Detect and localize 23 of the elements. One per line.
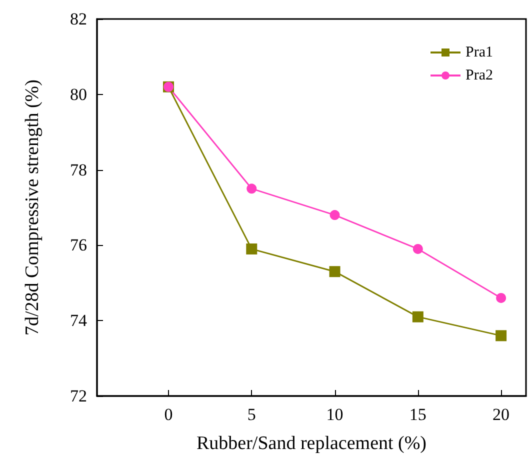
point bbox=[246, 243, 258, 254]
legend-label: Pra2 bbox=[466, 68, 494, 84]
y-tick-label: 74 bbox=[70, 311, 88, 330]
x-tick-label: 20 bbox=[492, 405, 510, 424]
y-axis-title: 7d/28d Compressive strength (%) bbox=[22, 80, 43, 336]
y-tick-label: 80 bbox=[70, 84, 87, 104]
point bbox=[330, 210, 340, 220]
x-tick-label: 0 bbox=[164, 405, 173, 424]
x-tick-label: 15 bbox=[409, 405, 426, 424]
y-tick-label: 82 bbox=[70, 10, 87, 28]
x-tick-label: 10 bbox=[326, 405, 344, 424]
legend-label: Pra1 bbox=[466, 44, 494, 60]
point bbox=[329, 266, 340, 278]
point bbox=[246, 184, 257, 194]
y-tick-label: 78 bbox=[70, 160, 87, 180]
point bbox=[412, 244, 423, 254]
x-tick-label: 5 bbox=[247, 405, 256, 424]
point bbox=[496, 292, 506, 303]
point bbox=[412, 311, 424, 322]
y-tick-label: 72 bbox=[70, 386, 87, 406]
x-axis-title: Rubber/Sand replacement (%) bbox=[196, 433, 427, 454]
y-tick-label: 76 bbox=[70, 236, 87, 255]
point bbox=[496, 330, 507, 342]
